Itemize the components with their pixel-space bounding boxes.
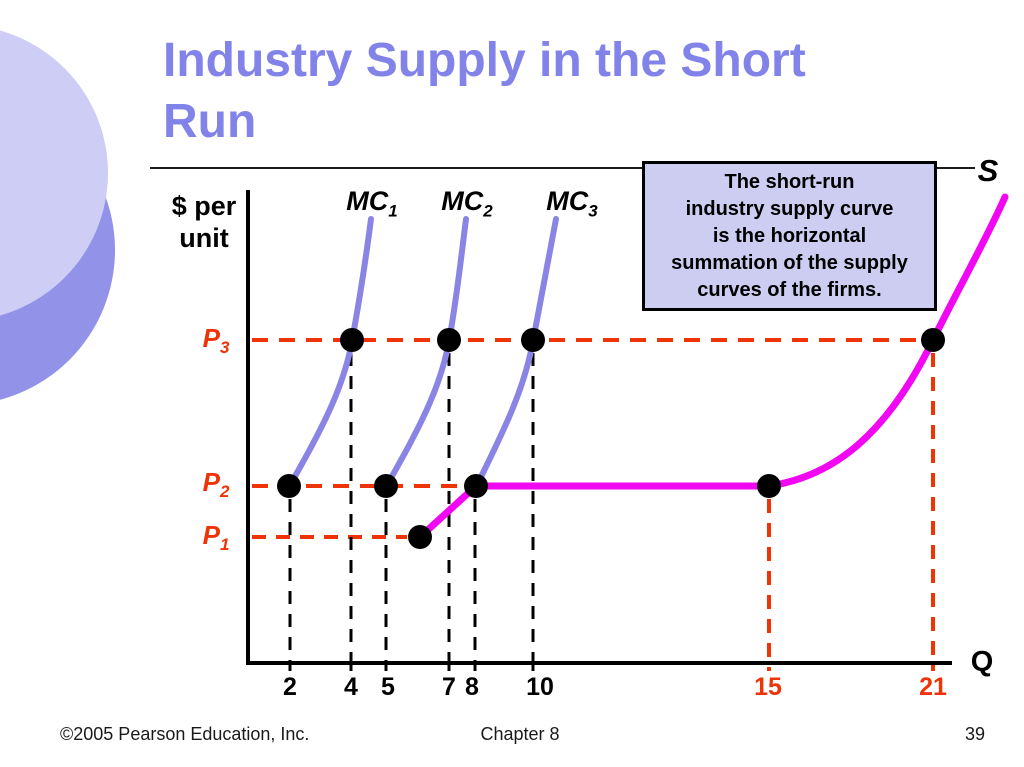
annotation-line4: summation of the supply: [671, 251, 908, 274]
mc3-label: MC3: [522, 186, 622, 221]
p2-label-base: P: [202, 467, 220, 497]
annotation-line2: industry supply curve: [685, 197, 894, 220]
mc2-label: MC2: [417, 186, 517, 221]
annotation-box: The short-run industry supply curve is t…: [642, 161, 937, 311]
footer-page-number: 39: [964, 724, 985, 744]
xtick-8: 8: [465, 673, 479, 701]
y-axis-label-line2: unit: [179, 223, 229, 254]
supply-label: S: [977, 153, 999, 188]
page-title-line2: Run: [163, 95, 257, 149]
annotation-line5: curves of the firms.: [697, 278, 882, 301]
p3-label-base: P: [202, 323, 220, 353]
mc3-label-base: MC: [546, 186, 589, 216]
p1-label-sub: 1: [219, 535, 230, 555]
mc1-label-base: MC: [346, 186, 389, 216]
p1-label: P1: [193, 520, 239, 555]
dot-mc2-p3: [437, 328, 461, 352]
p1-label-base: P: [202, 520, 220, 550]
xtick-2: 2: [283, 673, 297, 701]
xtick-15: 15: [754, 673, 782, 701]
footer-chapter: Chapter 8: [480, 724, 560, 744]
page-title-line1: Industry Supply in the Short: [163, 34, 806, 87]
dot-mc1-p2: [277, 474, 301, 498]
dot-supply-p1: [408, 525, 432, 549]
xtick-4: 4: [344, 673, 358, 701]
x-axis-label: Q: [970, 646, 994, 678]
xtick-10: 10: [526, 673, 554, 701]
dot-mc2-p2: [374, 474, 398, 498]
mc3-label-sub: 3: [588, 201, 598, 221]
annotation-line3: is the horizontal: [712, 224, 867, 247]
mc3-curve: [474, 216, 559, 488]
xtick-21: 21: [919, 673, 947, 701]
mc1-curve: [286, 216, 374, 490]
mc1-label: MC1: [322, 186, 422, 221]
p2-label-sub: 2: [219, 482, 230, 502]
dot-mc3-p2: [464, 474, 488, 498]
supply-curve: [416, 193, 1009, 541]
dot-supply-q15: [757, 474, 781, 498]
p3-label-sub: 3: [219, 338, 230, 358]
mc1-label-sub: 1: [388, 201, 398, 221]
dot-mc3-p3: [521, 328, 545, 352]
mc2-label-base: MC: [441, 186, 484, 216]
title-divider: [150, 167, 975, 169]
y-axis-label: $ per unit: [168, 190, 240, 255]
xtick-5: 5: [381, 673, 395, 701]
dot-supply-q21: [921, 328, 945, 352]
y-axis-label-line1: $ per: [171, 191, 237, 221]
annotation-line1: The short-run: [724, 170, 855, 193]
p2-label: P2: [193, 467, 239, 502]
footer-copyright: ©2005 Pearson Education, Inc.: [60, 724, 310, 744]
page-title: Industry Supply in the Short Run: [163, 30, 943, 153]
mc2-curve: [383, 216, 469, 490]
xtick-7: 7: [442, 673, 456, 701]
dot-mc1-p3: [340, 328, 364, 352]
p3-label: P3: [193, 323, 239, 358]
mc2-label-sub: 2: [483, 201, 493, 221]
